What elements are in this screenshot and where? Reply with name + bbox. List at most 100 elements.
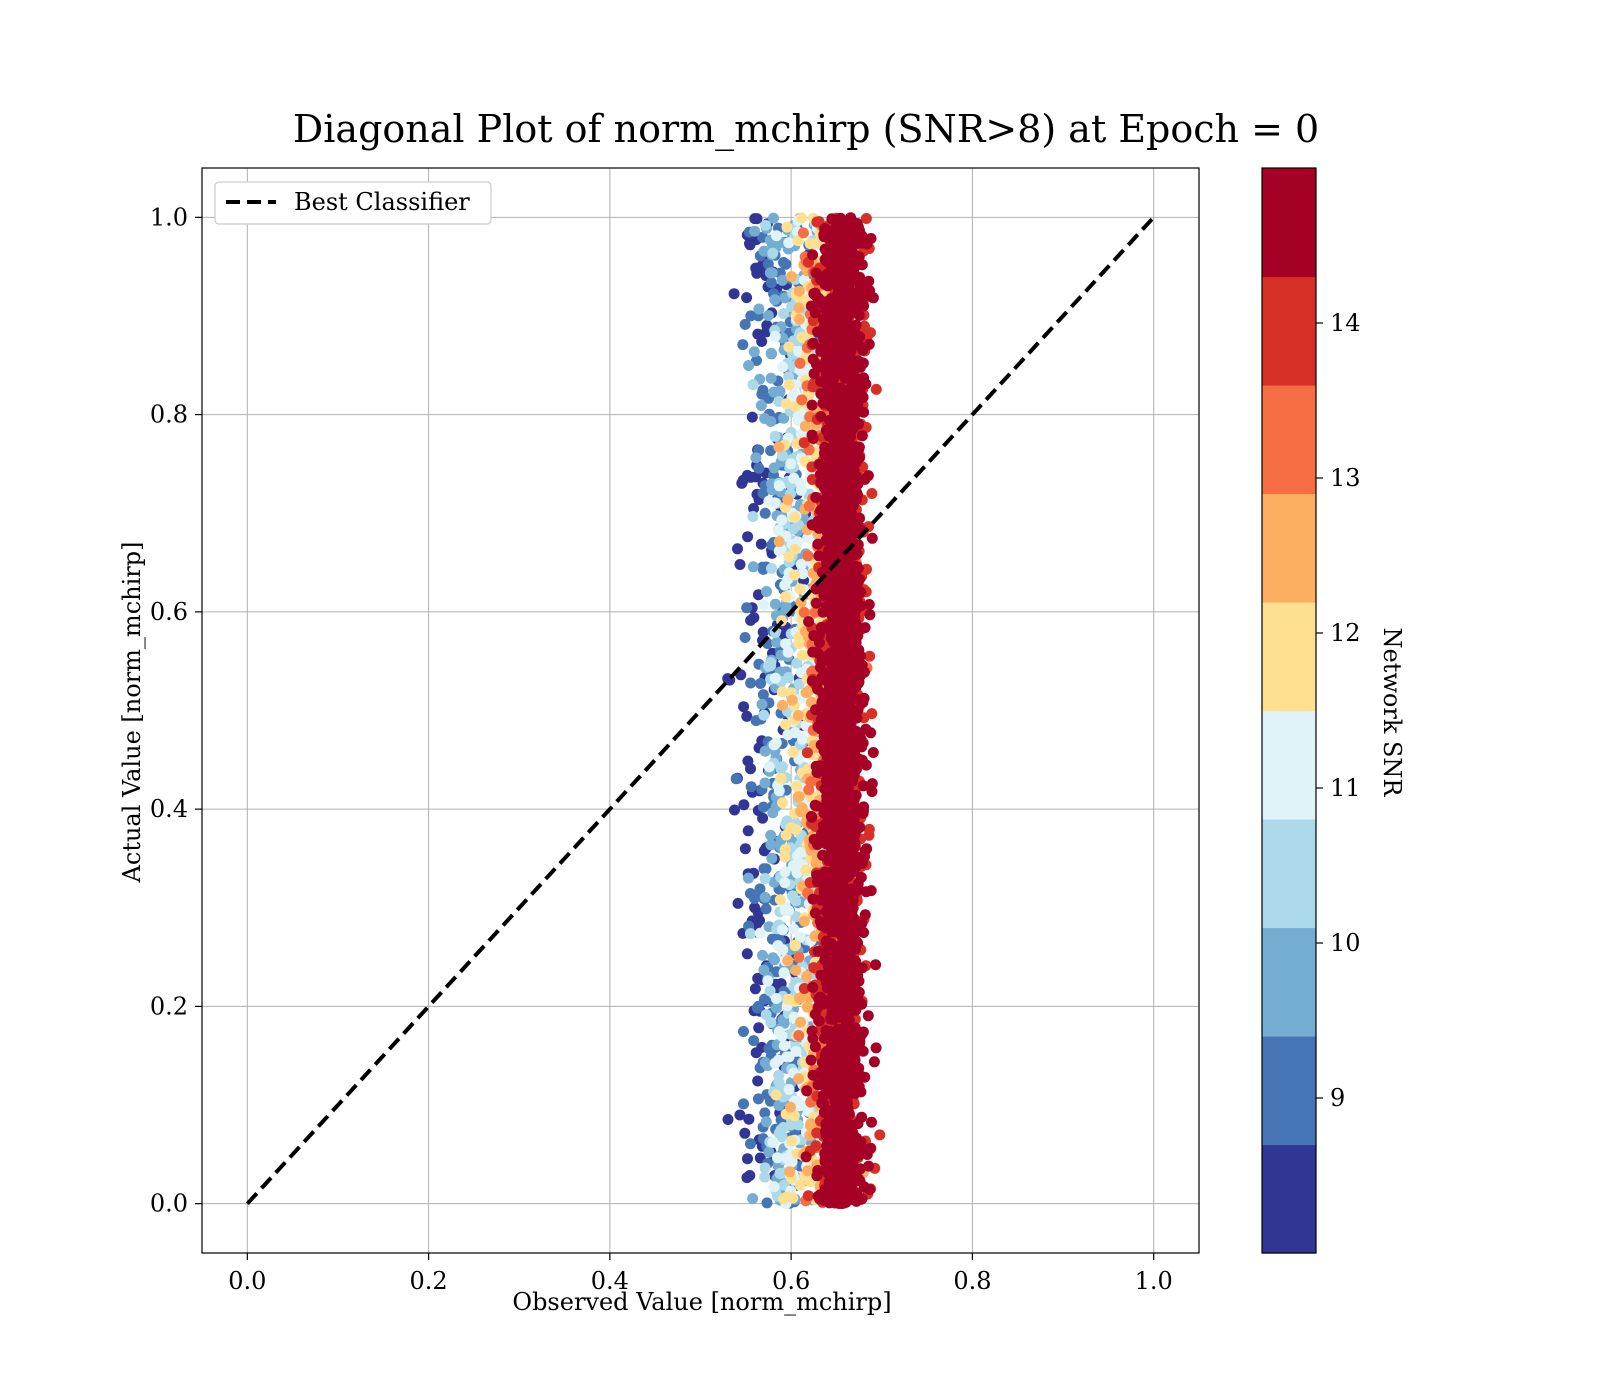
- scatter-point: [821, 371, 832, 382]
- scatter-point: [828, 299, 840, 311]
- scatter-point: [826, 926, 838, 938]
- scatter-point: [762, 310, 774, 321]
- scatter-point: [779, 579, 791, 591]
- scatter-point: [722, 1114, 734, 1125]
- scatter-point: [732, 543, 743, 555]
- scatter-point: [863, 829, 875, 841]
- scatter-point: [783, 379, 795, 391]
- scatter-point: [765, 1017, 777, 1028]
- scatter-point: [806, 675, 818, 687]
- scatter-point: [818, 1098, 830, 1110]
- scatter-point: [810, 491, 822, 503]
- scatter-point: [830, 366, 842, 378]
- scatter-point: [797, 733, 809, 745]
- scatter-point: [809, 930, 821, 942]
- scatter-point: [763, 1146, 775, 1158]
- scatter-point: [856, 998, 868, 1010]
- scatter-point: [818, 231, 830, 243]
- scatter-point: [805, 1118, 817, 1130]
- scatter-point: [828, 1141, 840, 1153]
- scatter-point: [824, 578, 835, 590]
- scatter-point: [842, 370, 854, 382]
- scatter-point: [759, 1057, 771, 1069]
- scatter-point: [803, 500, 815, 512]
- scatter-point: [830, 626, 842, 638]
- scatter-point: [846, 424, 858, 435]
- scatter-point: [841, 236, 853, 248]
- scatter-point: [852, 1118, 864, 1130]
- scatter-point: [801, 970, 813, 982]
- scatter-point: [828, 942, 840, 954]
- scatter-point: [846, 508, 858, 520]
- scatter-point: [820, 245, 832, 257]
- scatter-point: [808, 834, 820, 845]
- scatter-point: [857, 780, 869, 792]
- scatter-point: [821, 914, 833, 926]
- scatter-point: [846, 1125, 858, 1137]
- scatter-point: [821, 767, 833, 779]
- scatter-point: [779, 866, 791, 878]
- scatter-point: [807, 1069, 819, 1081]
- scatter-point: [865, 885, 877, 897]
- scatter-point: [777, 1122, 789, 1133]
- scatter-point: [760, 903, 772, 915]
- scatter-point: [743, 1113, 755, 1125]
- scatter-point: [739, 318, 751, 330]
- scatter-point: [820, 1151, 832, 1163]
- scatter-point: [845, 398, 857, 410]
- scatter-point: [796, 394, 808, 406]
- scatter-point: [756, 698, 768, 710]
- scatter-point: [815, 345, 827, 357]
- scatter-point: [741, 292, 753, 304]
- scatter-point: [859, 845, 871, 857]
- scatter-point: [828, 268, 840, 280]
- scatter-point: [751, 213, 763, 225]
- scatter-points: [722, 212, 886, 1210]
- scatter-point: [870, 383, 882, 395]
- scatter-point: [870, 1042, 882, 1054]
- scatter-point: [837, 402, 849, 414]
- scatter-point: [794, 357, 806, 369]
- scatter-point: [745, 1138, 756, 1150]
- scatter-point: [773, 785, 785, 797]
- scatter-point: [785, 1157, 796, 1169]
- scatter-point: [787, 890, 799, 902]
- scatter-point: [777, 924, 789, 936]
- scatter-point: [800, 687, 812, 698]
- scatter-point: [849, 621, 860, 633]
- scatter-point: [843, 1061, 855, 1073]
- scatter-point: [846, 305, 857, 317]
- scatter-point: [851, 712, 863, 724]
- scatter-point: [782, 993, 794, 1005]
- scatter-point: [827, 505, 839, 517]
- scatter-point: [738, 799, 750, 811]
- scatter-point: [765, 839, 777, 851]
- scatter-point: [858, 1143, 869, 1155]
- scatter-point: [818, 513, 830, 525]
- scatter-point: [757, 812, 769, 824]
- scatter-point: [859, 909, 871, 921]
- scatter-point: [815, 411, 827, 422]
- scatter-point: [742, 531, 754, 543]
- scatter-point: [743, 360, 755, 371]
- scatter-point: [808, 962, 820, 974]
- scatter-point: [790, 911, 802, 922]
- scatter-point: [835, 793, 847, 805]
- scatter-point: [748, 503, 760, 514]
- scatter-point: [840, 443, 852, 455]
- scatter-point: [864, 609, 876, 621]
- scatter-point: [800, 864, 812, 876]
- scatter-point: [814, 991, 826, 1003]
- scatter-point: [757, 626, 769, 638]
- scatter-point: [837, 509, 849, 521]
- scatter-point: [865, 727, 877, 739]
- scatter-point: [728, 288, 740, 300]
- scatter-point: [742, 1153, 753, 1165]
- scatter-point: [792, 410, 804, 422]
- scatter-point: [874, 1129, 886, 1141]
- scatter-point: [739, 1127, 751, 1139]
- scatter-point: [862, 470, 874, 482]
- scatter-point: [810, 821, 821, 832]
- scatter-point: [793, 313, 805, 325]
